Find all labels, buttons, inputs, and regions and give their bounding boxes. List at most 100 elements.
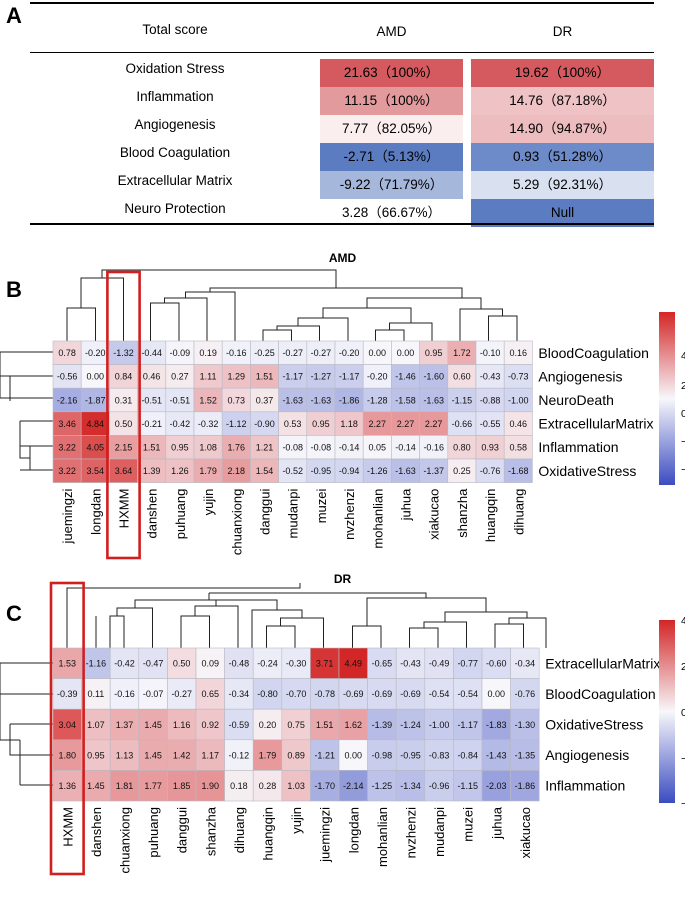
dendrogram-branch (194, 605, 239, 648)
cell-value: -0.42 (170, 419, 191, 429)
dr-score-cell: 0.93（51.28%） (471, 143, 654, 171)
dendrogram-branch (389, 322, 433, 341)
heatmap-cell (252, 647, 283, 679)
table-header-row: Total score AMD DR (30, 16, 654, 44)
cell-value: -1.63 (395, 466, 416, 476)
dendrogram-branch (20, 420, 53, 471)
heatmap-cell (109, 708, 140, 741)
cell-value: -0.27 (171, 689, 192, 699)
colorbar-tick-label: 0 (681, 707, 685, 719)
cell-value: -1.28 (367, 395, 388, 405)
cell-value: 0.00 (488, 689, 506, 699)
row-label: Neuro Protection (124, 201, 226, 216)
cell-value: -0.65 (372, 659, 393, 669)
heatmap-cell (138, 647, 168, 679)
dendrogram-branch (134, 599, 217, 608)
cell-value: -2.03 (486, 781, 507, 791)
heatmap-cell (367, 647, 397, 679)
cell-value: -1.86 (515, 781, 536, 791)
dr-score-cell: Null (471, 199, 654, 227)
dendrogram-branch (180, 615, 210, 648)
column-label: chuanxiong (118, 807, 133, 874)
cell-value: 0.25 (453, 466, 471, 476)
cell-value: 1.21 (256, 443, 274, 453)
heatmap-cell (252, 739, 283, 771)
row-label: Blood Coagulation (119, 145, 231, 160)
heatmap-cell (310, 678, 340, 710)
cell-value: 0.92 (202, 720, 220, 730)
heatmap-cell (52, 708, 82, 741)
amd-score-cell: -2.71（5.13%） (320, 143, 463, 171)
cell-value: -1.24 (400, 720, 421, 730)
dr-heatmap: 1.53 -1.16 -0.42 -0.47 0.50 0.09 -0.48 -0.24 -0.… (0, 581, 685, 876)
amd-score-cell: 21.63（100%） (320, 59, 463, 87)
cell-value: -0.51 (141, 395, 162, 405)
cell-value: 2.18 (228, 466, 246, 476)
cell-value: -0.16 (226, 348, 247, 358)
heatmap-cell (224, 770, 254, 802)
cell-value: -0.25 (254, 348, 275, 358)
cell-value: 3.46 (58, 419, 76, 429)
cell-value: 0.95 (171, 443, 189, 453)
dr-score-cell: 5.29（92.31%） (471, 171, 654, 199)
heatmap-cell (52, 739, 82, 771)
heatmap-cell (453, 770, 483, 802)
cell-value: -1.63 (311, 395, 332, 405)
cell-value: 1.54 (256, 466, 274, 476)
dendrogram-branch (508, 617, 547, 648)
cell-value: 1.13 (116, 750, 134, 760)
column-label: yujin (201, 489, 216, 516)
dr-heatmap-title: DR (333, 572, 352, 586)
cell-value: 3.64 (115, 466, 133, 476)
dendrogram-branch (9, 723, 53, 756)
cell-value: 1.80 (59, 750, 77, 760)
cell-value: -0.08 (311, 443, 332, 453)
column-label: huangqin (483, 489, 498, 543)
cell-value: -0.08 (282, 443, 303, 453)
cell-value: 1.29 (228, 372, 246, 382)
row-label: ExtracellularMatrix (538, 416, 653, 432)
heatmap-cell (481, 708, 511, 741)
cell-value: 0.65 (202, 689, 220, 699)
cell-value: -0.47 (143, 659, 164, 669)
heatmap-cell (424, 678, 454, 710)
dendrogram-branch (459, 308, 503, 341)
heatmap-cell (338, 708, 368, 741)
cell-value: 0.50 (115, 419, 133, 429)
column-label: mohanlian (375, 807, 390, 867)
heatmap-cell (109, 647, 140, 679)
column-label: HXMM (117, 489, 132, 529)
table-bottom-rule (30, 223, 654, 225)
row-label: Angiogenesis (134, 117, 216, 132)
cell-value: 2.27 (425, 419, 443, 429)
cell-value: -0.43 (400, 659, 421, 669)
colorbar-tick-label: −4 (681, 464, 685, 476)
column-label: juhua (489, 806, 504, 840)
column-label: shanzha (203, 806, 218, 856)
heatmap-cell (81, 708, 111, 741)
heatmap-cell (367, 708, 397, 741)
cell-value: -1.37 (423, 466, 444, 476)
cell-value: -2.16 (57, 395, 78, 405)
column-label: danggui (258, 489, 273, 535)
heatmap-cell (138, 708, 168, 741)
row-label: Inflammation (136, 89, 214, 104)
table-row: Oxidation Stress 21.63（100%） 19.62（100%） (30, 56, 654, 87)
dendrogram-branch (19, 740, 53, 786)
cell-value: -0.20 (367, 372, 388, 382)
column-label: huangqin (261, 807, 276, 861)
cell-value: 2.27 (397, 419, 415, 429)
heatmap-cell (424, 739, 454, 771)
cell-value: 3.54 (87, 466, 105, 476)
cell-value: 0.84 (115, 372, 133, 382)
cell-value: -0.77 (457, 659, 478, 669)
heatmap-cell (109, 739, 140, 771)
cell-value: 0.18 (230, 781, 248, 791)
header-amd: AMD (376, 24, 407, 39)
cell-value: 0.95 (87, 750, 105, 760)
heatmap-cell (310, 770, 340, 802)
table-row: Neuro Protection 3.28（66.67%） Null (30, 196, 654, 227)
row-label: BloodCoagulation (538, 345, 649, 361)
total-score-table: Total score AMD DR Oxidation Stress 21.63… (30, 2, 654, 227)
heatmap-cell (167, 678, 197, 710)
